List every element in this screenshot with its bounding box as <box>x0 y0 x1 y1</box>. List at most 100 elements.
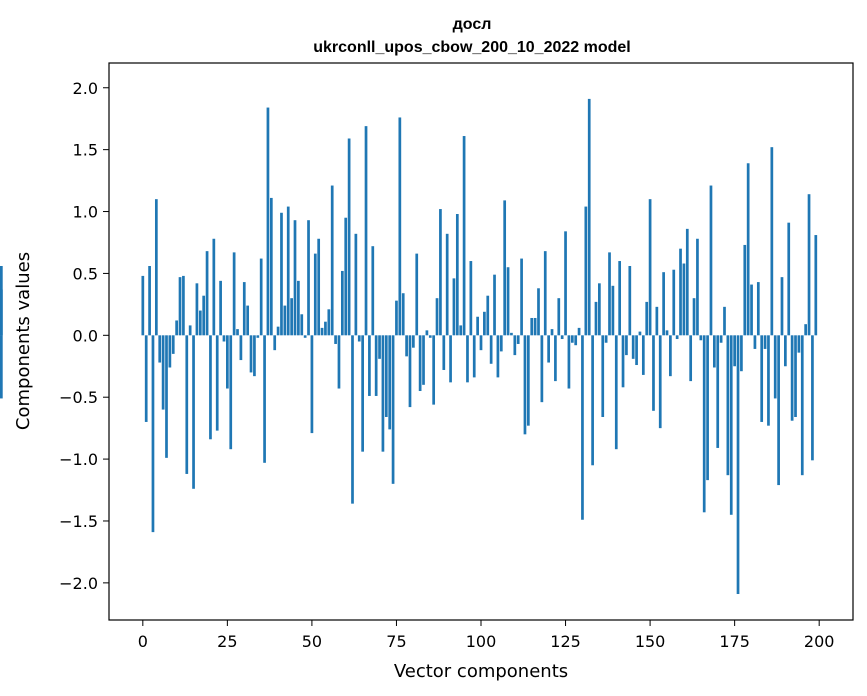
bar-127 <box>570 335 574 343</box>
bar-183 <box>760 335 764 422</box>
x-tick-label: 100 <box>466 632 497 651</box>
bar-23 <box>219 280 222 336</box>
bar-185 <box>767 335 770 426</box>
bar-189 <box>780 277 784 336</box>
bar-88 <box>439 209 442 336</box>
bar-70 <box>378 335 381 359</box>
bar-83 <box>422 335 425 385</box>
bar-86 <box>432 335 436 405</box>
bar-62 <box>351 335 354 504</box>
bar-132 <box>587 98 591 336</box>
bar-115 <box>530 317 534 336</box>
bar-131 <box>584 206 588 336</box>
bar-169 <box>712 335 716 368</box>
bar-57 <box>334 335 337 344</box>
x-tick-label: 75 <box>386 632 406 651</box>
bar-undefined <box>0 289 3 336</box>
bar-29 <box>239 335 243 361</box>
y-tick-label: −1.0 <box>59 450 98 469</box>
bar-43 <box>286 206 290 336</box>
bar-108 <box>506 267 510 336</box>
bar-20 <box>209 335 212 440</box>
bar-40 <box>276 326 280 336</box>
x-tick-label: 50 <box>302 632 322 651</box>
bar-174 <box>729 335 733 515</box>
bar-5 <box>158 335 162 363</box>
bar-16 <box>195 283 199 336</box>
bar-145 <box>631 335 635 359</box>
bar-168 <box>709 185 713 336</box>
bar-12 <box>182 275 185 336</box>
bar-153 <box>658 335 662 429</box>
bar-30 <box>242 282 246 336</box>
bar-74 <box>391 335 395 484</box>
bar-112 <box>520 258 523 336</box>
bar-55 <box>327 309 331 336</box>
bar-137 <box>604 335 608 343</box>
bar-92 <box>452 278 456 336</box>
bar-71 <box>381 335 385 452</box>
bar-109 <box>510 332 513 336</box>
bar-192 <box>790 335 794 421</box>
bar-50 <box>310 335 314 434</box>
bar-178 <box>743 244 747 336</box>
bar-170 <box>716 335 720 448</box>
bar-135 <box>598 283 601 336</box>
x-tick-label: 125 <box>550 632 581 651</box>
bar-11 <box>178 277 182 336</box>
bar-166 <box>702 335 706 513</box>
bar-2 <box>148 266 151 336</box>
bar-9 <box>171 335 175 354</box>
x-axis-label: Vector components <box>394 661 568 682</box>
bar-193 <box>794 335 797 417</box>
bar-61 <box>347 138 351 336</box>
bar-13 <box>185 335 189 474</box>
bar-172 <box>723 306 726 336</box>
bar-113 <box>523 335 527 435</box>
x-tick-label: 200 <box>804 632 835 651</box>
bar-105 <box>496 335 500 378</box>
bar-141 <box>618 261 622 336</box>
bar-60 <box>344 217 348 336</box>
bar-56 <box>330 185 334 336</box>
bar-7 <box>165 335 168 458</box>
bar-94 <box>459 325 463 336</box>
chart-subtitle: ukrconll_upos_cbow_200_10_2022 model <box>313 39 630 56</box>
bar-125 <box>564 231 567 336</box>
y-axis-label: Components values <box>13 252 34 430</box>
x-axis-ticks: 0 25 50 75 100 125 150 175 200 <box>138 620 835 651</box>
bar-36 <box>263 335 266 463</box>
bar-25 <box>226 335 229 389</box>
bar-undefined <box>0 335 3 399</box>
bar-164 <box>696 238 699 336</box>
bar-3 <box>151 335 155 533</box>
bar-82 <box>418 335 422 392</box>
bar-42 <box>283 305 287 336</box>
bar-107 <box>503 200 507 336</box>
bar-140 <box>614 335 618 450</box>
bar-98 <box>472 335 476 378</box>
bar-199 <box>814 235 818 336</box>
bar-195 <box>800 335 804 476</box>
bar-138 <box>608 252 611 336</box>
bar-161 <box>685 228 689 336</box>
bar-63 <box>354 233 358 336</box>
bar-59 <box>340 270 344 336</box>
bar-39 <box>273 335 277 351</box>
bar-8 <box>168 335 172 368</box>
bar-173 <box>726 335 730 476</box>
y-tick-label: 2.0 <box>73 79 98 98</box>
bar-186 <box>770 147 774 336</box>
bar-100 <box>479 335 483 351</box>
bar-66 <box>364 126 368 336</box>
bar-136 <box>601 335 605 417</box>
bar-124 <box>560 335 564 340</box>
y-tick-label: 1.5 <box>73 141 98 160</box>
bar-158 <box>675 335 679 340</box>
bar-147 <box>638 331 642 336</box>
bar-33 <box>253 335 256 377</box>
y-tick-label: −0.5 <box>59 388 98 407</box>
bar-67 <box>368 335 371 396</box>
bar-73 <box>388 335 392 430</box>
bar-119 <box>543 251 547 336</box>
